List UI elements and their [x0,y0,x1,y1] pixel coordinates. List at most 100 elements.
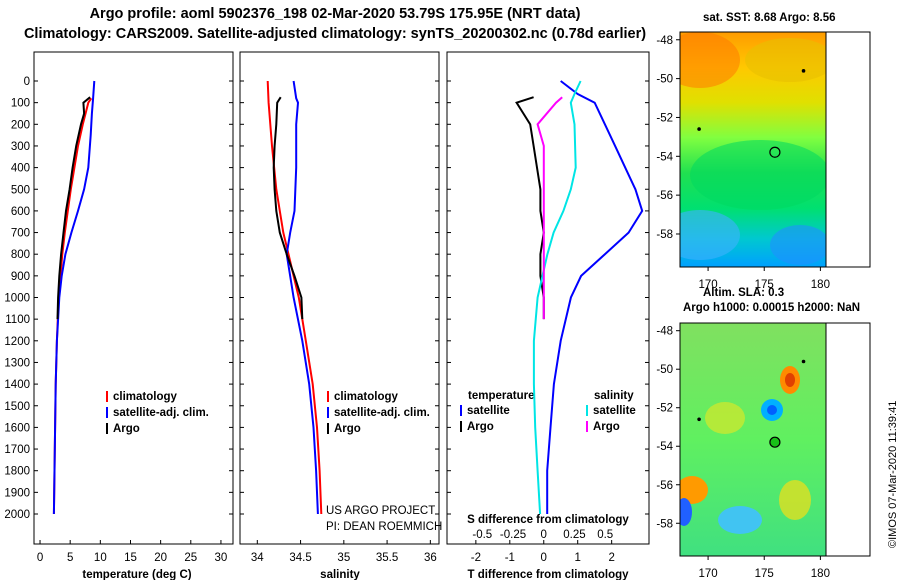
map-y-tick-label: -50 [656,74,673,86]
h1000-title: Argo h1000: 0.00015 h2000: NaN [683,302,861,314]
x-tick-label: 1 [575,552,581,564]
legend-label-satellite: satellite-adj. clim. [334,407,430,419]
legend-label-t-satellite: satellite [467,405,510,417]
legend-label-argo: Argo [334,423,361,435]
pi-label: PI: DEAN ROEMMICH [326,521,442,533]
sst-map-title: sat. SST: 8.68 Argo: 8.56 [703,12,836,24]
x-tick-label: -2 [471,552,481,564]
series-line-t-argo [515,96,545,320]
x-tick-label: 35.5 [376,552,398,564]
depth-tick-label: 700 [11,228,30,240]
map-y-tick-label: -48 [656,35,673,47]
x-tick-label: 20 [154,552,167,564]
salinity-legend: climatology satellite-adj. clim. Argo [327,391,430,435]
series-line-argo [272,96,304,320]
legend-label-s-argo: Argo [593,421,620,433]
map-y-tick-label: -48 [656,326,673,338]
x-tick-label: 5 [67,552,73,564]
project-label: US ARGO PROJECT [326,505,435,517]
map-x-tick-label: 170 [698,568,717,580]
x-tick-label: 34.5 [289,552,311,564]
depth-tick-label: 600 [11,206,30,218]
depth-tick-label: 0 [24,76,30,88]
temperature-xlabel: temperature (deg C) [82,569,191,580]
map-x-tick-label: 175 [755,568,774,580]
depth-tick-label: 200 [11,119,30,131]
difference-top-label: S difference from climatology [467,514,629,526]
map-x-tick-label: 180 [811,568,830,580]
x-tick-label: 35 [337,552,350,564]
legend-label-t-argo: Argo [467,421,494,433]
legend-head-salinity: salinity [594,390,634,402]
neighbour-float-dot [801,359,806,364]
map-y-tick-label: -54 [656,441,673,453]
depth-tick-label: 1600 [4,422,30,434]
map-x-tick-label: 170 [698,279,717,291]
legend-label-argo: Argo [113,423,140,435]
x-tick-label: 0 [541,552,547,564]
depth-tick-label: 1800 [4,466,30,478]
climatology-title: Climatology: CARS2009. Satellite-adjuste… [23,26,647,42]
temperature-legend: climatology satellite-adj. clim. Argo [106,391,209,435]
series-line-s-satellite [532,80,582,515]
map-x-tick-label: 180 [811,279,830,291]
series-line-satellite-adj-clim- [285,80,319,515]
depth-tick-label: 400 [11,163,30,175]
difference-legend: temperature salinity satellite Argo sate… [460,390,636,433]
sst-map-field [680,32,826,267]
top-x-tick-label: 0.5 [597,529,613,541]
legend-label-climatology: climatology [334,391,399,403]
depth-tick-label: 1300 [4,357,30,369]
map-x-tick-label: 175 [755,279,774,291]
depth-tick-label: 1100 [5,314,30,326]
neighbour-float-dot [697,417,701,422]
depth-tick-label: 300 [11,141,30,153]
depth-tick-label: 500 [11,184,30,196]
legend-label-climatology: climatology [113,391,178,403]
depth-tick-label: 2000 [4,509,30,521]
sla-map-field [680,323,826,556]
profile-title: Argo profile: aoml 5902376_198 02-Mar-20… [89,6,581,22]
x-tick-label: 15 [124,552,137,564]
depth-tick-label: 1200 [4,336,30,348]
float-marker [769,436,781,448]
depth-tick-label: 100 [11,98,30,110]
float-marker [769,146,781,158]
x-tick-label: 25 [184,552,197,564]
difference-xlabel: T difference from climatology [467,569,629,580]
legend-label-s-satellite: satellite [593,405,636,417]
series-line-argo [56,96,91,320]
neighbour-float-dot [801,69,806,73]
x-tick-label: 34 [251,552,264,564]
neighbour-float-dot [697,127,701,131]
depth-tick-label: 1500 [4,401,30,413]
series-line-s-argo [536,96,563,320]
x-tick-label: 2 [608,552,614,564]
depth-tick-label: 1400 [4,379,30,391]
series-line-t-satellite [546,80,644,514]
top-x-tick-label: 0.25 [563,529,585,541]
depth-tick-label: 800 [11,249,30,261]
x-tick-label: -1 [505,552,515,564]
depth-tick-label: 900 [11,271,30,283]
x-tick-label: 30 [215,552,228,564]
map-y-tick-label: -58 [656,518,673,530]
map-y-tick-label: -56 [656,190,673,202]
x-tick-label: 0 [37,552,43,564]
depth-tick-label: 1700 [4,444,30,456]
map-y-tick-label: -50 [656,364,673,376]
top-x-tick-label: 0 [541,529,547,541]
salinity-xlabel: salinity [320,569,360,580]
depth-tick-label: 1900 [4,487,30,499]
top-x-tick-label: -0.5 [472,529,492,541]
map-y-tick-label: -52 [656,403,673,415]
sst-map-side-frame [825,31,871,268]
top-x-tick-label: -0.25 [500,529,526,541]
series-line-satellite-adj-clim- [52,80,96,515]
x-tick-label: 10 [94,552,107,564]
map-y-tick-label: -54 [656,151,673,163]
depth-tick-label: 1000 [4,293,30,305]
x-tick-label: 36 [424,552,437,564]
legend-head-temperature: temperature [468,390,534,402]
